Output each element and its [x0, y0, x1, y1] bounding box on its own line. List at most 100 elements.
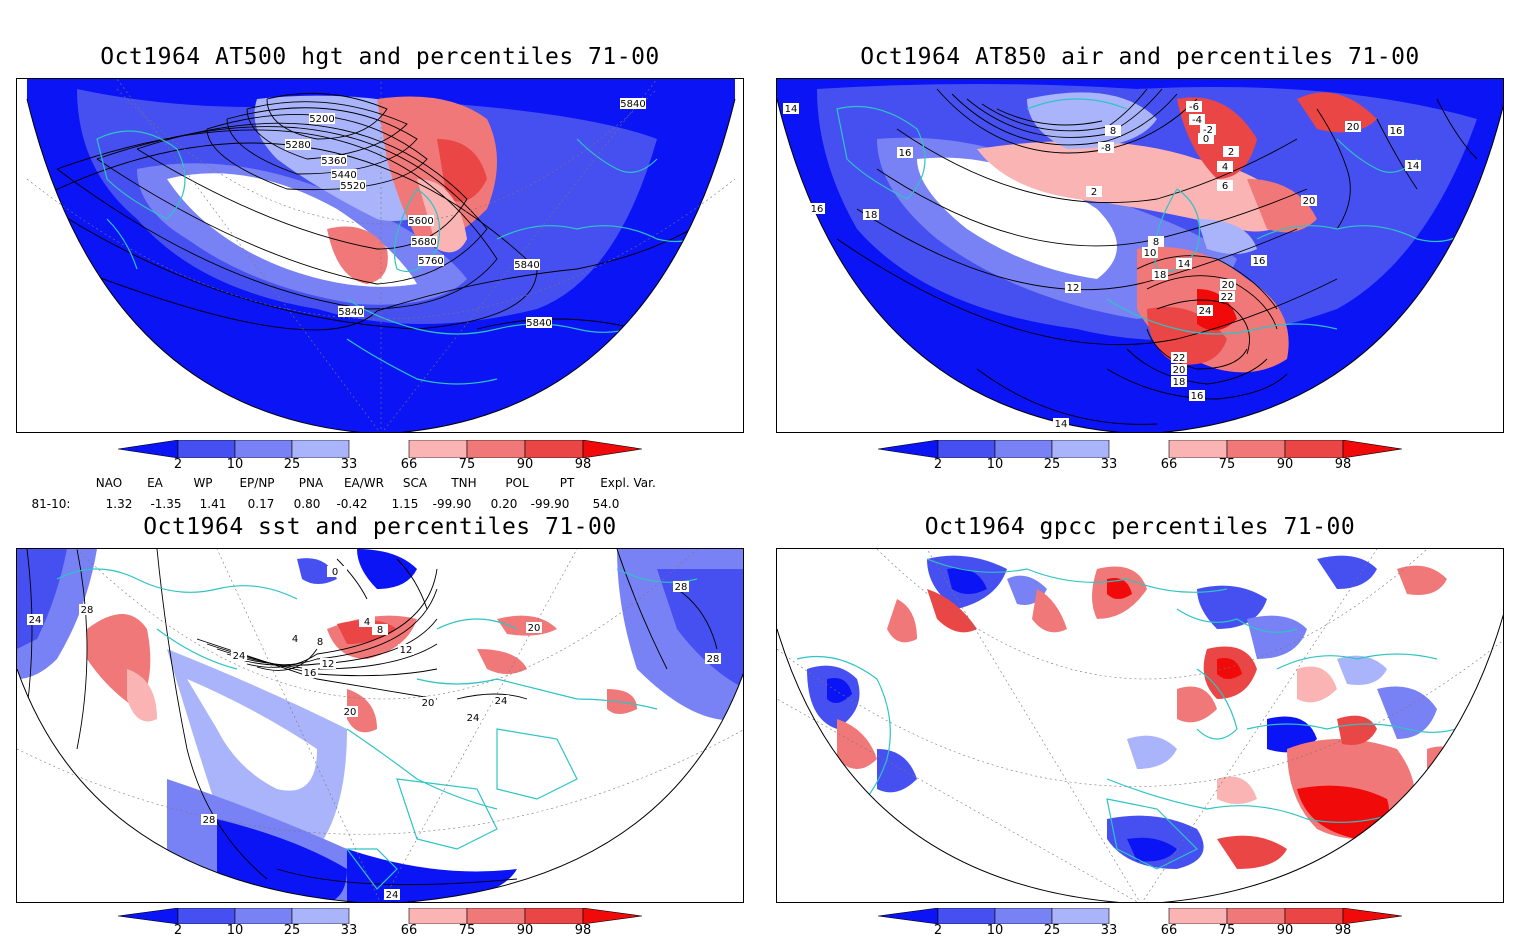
svg-text:5840: 5840	[526, 318, 551, 329]
svg-text:14: 14	[1055, 419, 1068, 430]
svg-text:6: 6	[1222, 181, 1228, 192]
colorbar-label: 90	[1276, 923, 1294, 938]
index-value: 0.17	[247, 497, 275, 511]
index-header: EA/WR	[343, 476, 385, 490]
svg-text:4: 4	[292, 634, 298, 645]
colorbar-swatches	[877, 907, 1403, 925]
svg-text:5520: 5520	[340, 181, 365, 192]
map-sst: 24 28 24 4 8 12 16 20 0 4 8 12 20 24 24 …	[17, 549, 743, 902]
colorbar-label: 98	[574, 457, 592, 472]
colorbar-hgt500: 2 10 25 33 66 75 90 98	[117, 439, 643, 476]
colorbar-label: 10	[226, 457, 244, 472]
index-value: 0.20	[490, 497, 518, 511]
index-header: WP	[193, 476, 213, 490]
index-header: TNH	[451, 476, 477, 490]
temperature-contours	[836, 88, 1478, 425]
svg-text:5440: 5440	[331, 170, 356, 181]
svg-text:20: 20	[528, 623, 541, 634]
colorbar-label: 75	[1218, 457, 1236, 472]
svg-text:16: 16	[304, 668, 317, 679]
svg-text:10: 10	[1144, 248, 1157, 259]
air-contour-labels: 14 16 16 18 12 10 8 -6 -4 -2 0 2 -8 4 6 …	[783, 101, 1421, 430]
svg-text:18: 18	[865, 210, 878, 221]
colorbar-label: 25	[1043, 923, 1061, 938]
colorbar-label: 25	[1043, 457, 1061, 472]
svg-text:24: 24	[233, 651, 246, 662]
colorbar-label: 66	[1160, 923, 1178, 938]
colorbar-label: 2	[173, 457, 183, 472]
svg-text:5600: 5600	[408, 216, 433, 227]
svg-text:2: 2	[1228, 147, 1234, 158]
colorbar-label: 33	[340, 457, 358, 472]
svg-text:12: 12	[1067, 283, 1080, 294]
colorbar-label: 25	[283, 923, 301, 938]
colorbar-label: 98	[574, 923, 592, 938]
svg-text:20: 20	[1347, 122, 1360, 133]
map-panel-hgt500: 5200 5280 5360 5440 5520 5600 5680 5760 …	[16, 78, 744, 433]
map-air850: 14 16 16 18 12 10 8 -6 -4 -2 0 2 -8 4 6 …	[777, 79, 1503, 432]
index-value: -99.90	[432, 497, 472, 511]
index-header: SCA	[402, 476, 428, 490]
sst-contour-labels: 24 28 24 4 8 12 16 20 0 4 8 12 20 24 24 …	[27, 566, 721, 901]
colorbar-label: 2	[933, 923, 943, 938]
precip-percentile-patches	[807, 555, 1467, 869]
svg-text:4: 4	[1222, 162, 1228, 173]
svg-text:18: 18	[1154, 270, 1167, 281]
colorbar-label: 66	[1160, 457, 1178, 472]
index-value: 1.32	[105, 497, 133, 511]
svg-text:12: 12	[400, 645, 413, 656]
colorbar-label: 98	[1334, 457, 1352, 472]
svg-text:12: 12	[322, 659, 335, 670]
svg-text:8: 8	[317, 637, 323, 648]
colorbar-label: 98	[1334, 923, 1352, 938]
svg-text:16: 16	[1191, 391, 1204, 402]
svg-text:24: 24	[495, 696, 508, 707]
colorbar-gpcc: 2 10 25 33 66 75 90 98	[877, 907, 1403, 940]
svg-text:5840: 5840	[620, 99, 645, 110]
svg-text:22: 22	[1221, 292, 1234, 303]
index-value: -1.35	[150, 497, 182, 511]
colorbar-label: 33	[1100, 457, 1118, 472]
height-contours	[27, 92, 735, 331]
panel-title-sst: Oct1964 sst and percentiles 71-00	[143, 514, 617, 540]
colorbar-label: 66	[400, 923, 418, 938]
coastlines	[56, 568, 698, 890]
colorbar-label: 10	[226, 923, 244, 938]
index-header: POL	[505, 476, 529, 490]
colorbar-label: 75	[458, 457, 476, 472]
map-gpcc	[777, 549, 1503, 902]
colorbar-sst: 2 10 25 33 66 75 90 98	[117, 907, 643, 940]
coastlines	[796, 558, 1478, 870]
index-value: 1.41	[199, 497, 227, 511]
svg-text:20: 20	[1303, 196, 1316, 207]
svg-text:-2: -2	[1203, 125, 1213, 136]
svg-text:5680: 5680	[411, 237, 436, 248]
svg-text:28: 28	[81, 605, 94, 616]
svg-text:4: 4	[364, 617, 370, 628]
map-hgt500: 5200 5280 5360 5440 5520 5600 5680 5760 …	[26, 79, 736, 432]
svg-text:-6: -6	[1189, 102, 1199, 113]
svg-text:5840: 5840	[338, 307, 363, 318]
svg-text:14: 14	[1407, 161, 1420, 172]
svg-text:16: 16	[811, 204, 824, 215]
colorbar-label: 66	[400, 457, 418, 472]
colorbar-label: 90	[516, 923, 534, 938]
svg-text:-8: -8	[1101, 143, 1111, 154]
svg-text:5360: 5360	[321, 156, 346, 167]
svg-text:-4: -4	[1192, 115, 1202, 126]
colorbar-label: 90	[1276, 457, 1294, 472]
svg-text:5200: 5200	[309, 114, 334, 125]
svg-text:2: 2	[1091, 187, 1097, 198]
hgt-contour-labels: 5200 5280 5360 5440 5520 5600 5680 5760 …	[285, 98, 646, 329]
svg-text:20: 20	[422, 698, 435, 709]
svg-text:22: 22	[1173, 353, 1186, 364]
svg-text:24: 24	[29, 615, 42, 626]
svg-text:0: 0	[1203, 134, 1209, 145]
colorbar-swatches	[117, 907, 643, 925]
svg-text:14: 14	[1178, 259, 1191, 270]
svg-text:24: 24	[386, 890, 399, 901]
svg-text:18: 18	[1173, 377, 1186, 388]
svg-text:20: 20	[1173, 365, 1186, 376]
map-panel-sst: 24 28 24 4 8 12 16 20 0 4 8 12 20 24 24 …	[16, 548, 744, 903]
colorbar-label: 75	[458, 923, 476, 938]
